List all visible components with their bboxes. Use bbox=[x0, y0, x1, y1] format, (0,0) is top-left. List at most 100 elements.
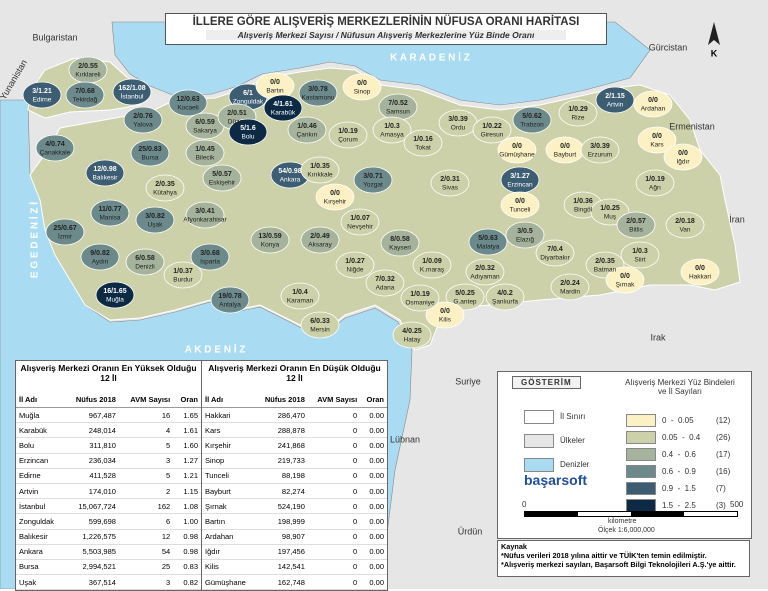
province-area bbox=[665, 211, 705, 239]
provinces bbox=[22, 56, 720, 349]
province-area bbox=[112, 78, 152, 106]
province-area bbox=[400, 284, 440, 312]
province-name: Kars bbox=[650, 142, 664, 149]
province-name: Kırıkkale bbox=[307, 172, 333, 179]
header-cell: AVM Sayısı bbox=[307, 391, 361, 408]
sea-label: A K D E N İ Z bbox=[185, 343, 246, 356]
province-area bbox=[472, 116, 512, 144]
legend-label: Ülkeler bbox=[560, 436, 585, 445]
table-cell: 0.00 bbox=[360, 468, 387, 484]
table-cell: Iğdır bbox=[202, 544, 256, 560]
province-area bbox=[250, 226, 290, 254]
province-value: 2/0.51 bbox=[227, 110, 247, 117]
province-name: Kütahya bbox=[153, 190, 177, 197]
province-value: 5/1.6 bbox=[240, 125, 256, 132]
province-value: 4/0.25 bbox=[402, 328, 422, 335]
province-name: Konya bbox=[261, 242, 280, 249]
province-value: 1/0.22 bbox=[482, 123, 502, 130]
province-name: Sivas bbox=[442, 185, 459, 192]
province-area bbox=[635, 169, 675, 197]
table-cell: 88,198 bbox=[255, 468, 308, 484]
province-area bbox=[663, 143, 703, 171]
province-name: Hatay bbox=[404, 337, 422, 344]
table-cell: Kars bbox=[202, 422, 256, 439]
table-cell: 0.82 bbox=[173, 574, 201, 591]
province-name: Adana bbox=[376, 285, 395, 292]
province-area bbox=[353, 166, 393, 194]
province-area bbox=[123, 106, 163, 134]
province-name: Muş bbox=[604, 214, 617, 221]
table-cell: 0 bbox=[307, 544, 361, 560]
table-cell: Tunceli bbox=[202, 468, 256, 484]
table-row: Karabük 248,014 4 1.61 bbox=[16, 422, 201, 439]
table-cell: 1.60 bbox=[173, 437, 201, 454]
table-cell: 0 bbox=[307, 513, 361, 530]
table-row: Hakkari 286,470 0 0.00 bbox=[202, 407, 387, 424]
province-area bbox=[263, 94, 303, 122]
table-cell: 0 bbox=[307, 559, 361, 576]
province-name: Ordu bbox=[451, 125, 466, 132]
province-area bbox=[558, 99, 598, 127]
province-name: Mersin bbox=[310, 327, 330, 334]
header-cell: Oran bbox=[360, 391, 387, 408]
header-cell: İl Adı bbox=[202, 391, 256, 408]
province-value: 25/0.67 bbox=[53, 225, 76, 232]
header-cell: İl Adı bbox=[16, 391, 65, 408]
table-cell: 0.00 bbox=[360, 483, 387, 500]
province-area bbox=[438, 109, 478, 137]
table-cell: 599,698 bbox=[64, 513, 119, 530]
province-area bbox=[497, 136, 537, 164]
table-row: Kilis 142,541 0 0.00 bbox=[202, 559, 387, 576]
table-cell: Ardahan bbox=[202, 529, 256, 545]
province-area bbox=[95, 281, 135, 309]
table-cell: 16 bbox=[118, 407, 174, 424]
province-area bbox=[340, 208, 380, 236]
province-area bbox=[342, 73, 382, 101]
header-row: İl Adı Nüfus 2018 AVM Sayısı Oran bbox=[16, 391, 201, 408]
table-row: Artvin 174,010 2 1.15 bbox=[16, 483, 201, 500]
province-name: Manisa bbox=[100, 215, 121, 222]
province-value: 2/0.24 bbox=[560, 280, 580, 287]
class-range: 1.5 - 2.5 bbox=[662, 501, 696, 510]
map-title: İLLERE GÖRE ALIŞVERİŞ MERKEZLERİNİN NÜFU… bbox=[192, 16, 580, 28]
province-area bbox=[500, 166, 540, 194]
province-name: Karabük bbox=[271, 110, 296, 117]
table-row: Sinop 219,733 0 0.00 bbox=[202, 453, 387, 469]
table-cell: 1.65 bbox=[173, 407, 201, 424]
province-area bbox=[135, 206, 175, 234]
province-area bbox=[65, 81, 105, 109]
table-cell: 236,034 bbox=[64, 453, 119, 469]
class-count: (12) bbox=[716, 416, 731, 425]
province-value: 12/0.98 bbox=[93, 166, 116, 173]
province-value: 2/0.57 bbox=[626, 218, 646, 225]
class-count: (7) bbox=[716, 484, 726, 493]
table-cell: Muğla bbox=[16, 407, 65, 424]
province-value: 3/0.71 bbox=[363, 173, 383, 180]
province-area bbox=[392, 321, 432, 349]
province-value: 4/0.2 bbox=[497, 290, 513, 297]
province-value: 0/0 bbox=[560, 143, 570, 150]
source-title: Kaynak bbox=[501, 542, 527, 551]
table-cell: Karabük bbox=[16, 422, 65, 439]
table-cell: 2 bbox=[118, 483, 174, 500]
province-name: Aydın bbox=[92, 259, 109, 266]
province-name: Kastamonu bbox=[302, 95, 335, 102]
table-cell: 0.00 bbox=[360, 407, 387, 424]
province-name: İzmir bbox=[58, 232, 73, 241]
table-cell: 367,514 bbox=[64, 574, 119, 591]
province-name: İstanbul bbox=[121, 92, 144, 101]
province-area bbox=[168, 89, 208, 117]
province-value: 1/0.29 bbox=[568, 106, 588, 113]
province-name: Ağrı bbox=[649, 185, 661, 192]
province-value: 0/0 bbox=[357, 80, 367, 87]
table-cell: Hakkari bbox=[202, 407, 256, 424]
province-name: Afyonkarahisar bbox=[183, 217, 227, 224]
province-name: Tunceli bbox=[510, 207, 531, 214]
province-name: Karaman bbox=[287, 298, 314, 305]
table-cell: 12 bbox=[118, 529, 174, 545]
table-row: Erzincan 236,034 3 1.27 bbox=[16, 453, 201, 469]
province-value: 7/0.32 bbox=[375, 276, 395, 283]
province-value: 2/0.76 bbox=[133, 113, 153, 120]
province-area bbox=[445, 283, 485, 311]
province-value: 7/0.68 bbox=[75, 88, 95, 95]
